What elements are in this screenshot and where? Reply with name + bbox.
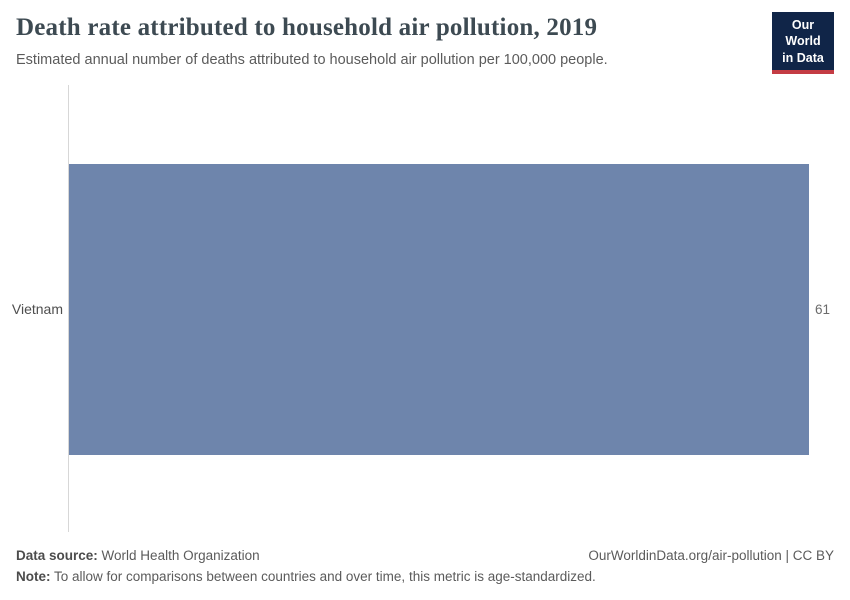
value-label-vietnam: 61	[815, 302, 831, 317]
note-value: To allow for comparisons between countri…	[54, 569, 596, 584]
owid-logo: Our World in Data	[772, 12, 834, 74]
data-source-value: World Health Organization	[101, 548, 260, 563]
category-label-vietnam: Vietnam	[11, 301, 63, 317]
chart-subtitle: Estimated annual number of deaths attrib…	[16, 52, 608, 68]
y-axis-line	[68, 85, 69, 532]
owid-logo-line1: Our World	[785, 18, 821, 49]
page-title: Death rate attributed to household air p…	[16, 14, 598, 41]
data-source-text: Data source: World Health Organization	[16, 548, 260, 563]
note-label: Note:	[16, 569, 51, 584]
owid-cc-link[interactable]: OurWorldinData.org/air-pollution | CC BY	[588, 548, 834, 563]
data-source-label: Data source:	[16, 548, 98, 563]
bar-track	[69, 164, 809, 455]
bar-vietnam[interactable]	[69, 164, 809, 455]
footer-note-row: Note: To allow for comparisons between c…	[16, 569, 834, 584]
footer-source-row: Data source: World Health Organization O…	[16, 548, 834, 563]
owid-logo-line2: in Data	[782, 50, 824, 65]
